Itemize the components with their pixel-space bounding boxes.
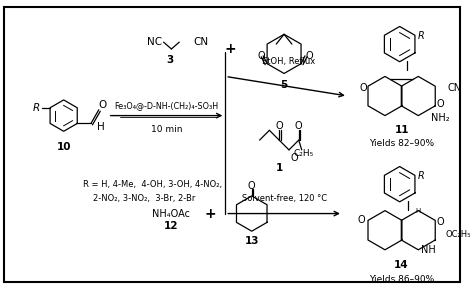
Text: 10: 10 xyxy=(56,142,71,152)
Text: O: O xyxy=(305,51,313,61)
Text: NH: NH xyxy=(421,245,436,255)
Text: 14: 14 xyxy=(394,260,409,271)
Text: 3: 3 xyxy=(166,55,173,65)
Text: R: R xyxy=(418,171,425,181)
Text: NH₂: NH₂ xyxy=(430,112,449,123)
Text: O: O xyxy=(436,217,444,227)
Text: OC₂H₅: OC₂H₅ xyxy=(446,230,471,239)
Text: H: H xyxy=(97,122,105,132)
Text: NC: NC xyxy=(146,37,162,47)
Text: R: R xyxy=(418,31,425,41)
Text: Yields 86–90%: Yields 86–90% xyxy=(369,275,434,284)
Text: 13: 13 xyxy=(245,236,259,246)
Text: R = H, 4-Me,  4-OH, 3-OH, 4-NO₂,: R = H, 4-Me, 4-OH, 3-OH, 4-NO₂, xyxy=(83,180,222,189)
Text: 12: 12 xyxy=(164,221,179,231)
Text: Solvent-free, 120 °C: Solvent-free, 120 °C xyxy=(242,194,327,203)
Text: H: H xyxy=(416,208,421,214)
Text: O: O xyxy=(436,99,444,109)
Text: O: O xyxy=(248,181,255,191)
Text: R: R xyxy=(33,103,40,113)
Text: 1: 1 xyxy=(275,162,283,173)
Text: 5: 5 xyxy=(281,80,288,90)
Text: NH₄OAc: NH₄OAc xyxy=(153,209,191,218)
Text: Fe₃O₄@-D-NH-(CH₂)₄-SO₃H: Fe₃O₄@-D-NH-(CH₂)₄-SO₃H xyxy=(114,101,219,110)
Text: O: O xyxy=(358,215,365,225)
Text: CN: CN xyxy=(193,37,208,47)
Text: +: + xyxy=(205,207,217,221)
Text: O: O xyxy=(257,51,265,61)
Text: EtOH, Reflux: EtOH, Reflux xyxy=(262,57,316,66)
Text: CN: CN xyxy=(447,83,462,93)
Text: 10 min: 10 min xyxy=(151,125,182,134)
Text: +: + xyxy=(224,42,236,56)
Text: O: O xyxy=(290,153,298,163)
Text: O: O xyxy=(360,83,367,93)
Text: O: O xyxy=(275,121,283,131)
Text: 2-NO₂, 3-NO₂,  3-Br, 2-Br: 2-NO₂, 3-NO₂, 3-Br, 2-Br xyxy=(93,194,195,203)
Text: Yields 82–90%: Yields 82–90% xyxy=(369,138,434,147)
Text: 11: 11 xyxy=(394,125,409,135)
Text: O: O xyxy=(99,100,107,110)
Text: O: O xyxy=(295,121,302,131)
Text: C₂H₅: C₂H₅ xyxy=(293,149,314,158)
